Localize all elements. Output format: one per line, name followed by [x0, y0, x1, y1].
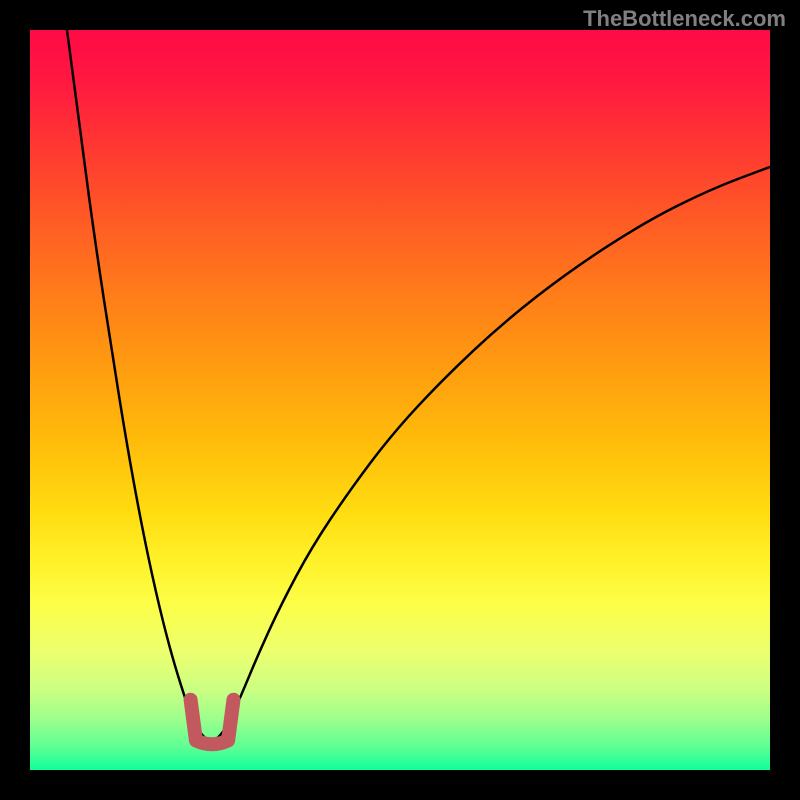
- chart-svg: [0, 0, 800, 800]
- plot-gradient: [30, 30, 770, 770]
- chart-container: TheBottleneck.com: [0, 0, 800, 800]
